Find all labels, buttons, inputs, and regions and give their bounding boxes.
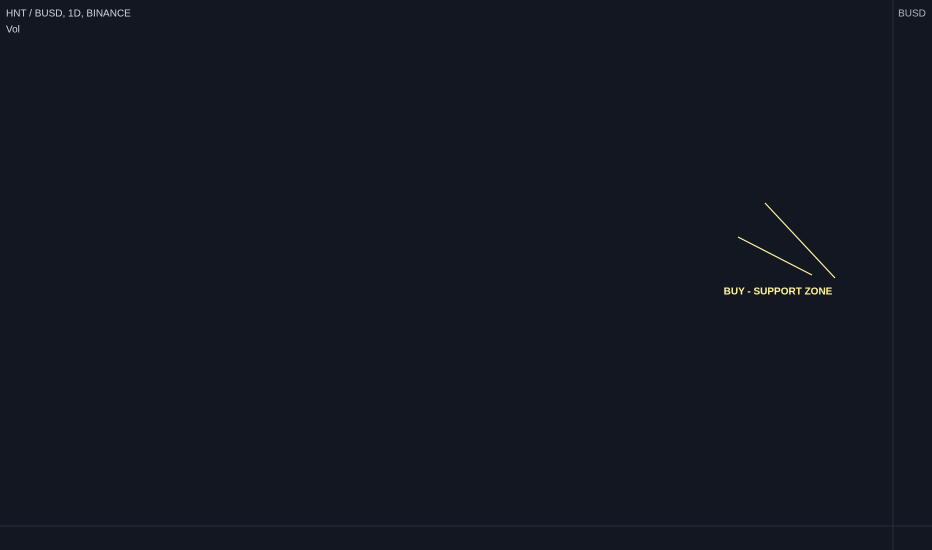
price-axis	[893, 0, 932, 550]
chart-title: HNT / BUSD, 1D, BINANCE	[6, 9, 131, 20]
trend-line	[764, 202, 836, 279]
currency-label: BUSD	[898, 9, 926, 20]
trend-line	[737, 236, 813, 276]
volume-label: Vol	[6, 25, 20, 36]
drawings	[737, 202, 836, 279]
annotation: BUY - SUPPORT ZONE	[724, 287, 833, 298]
